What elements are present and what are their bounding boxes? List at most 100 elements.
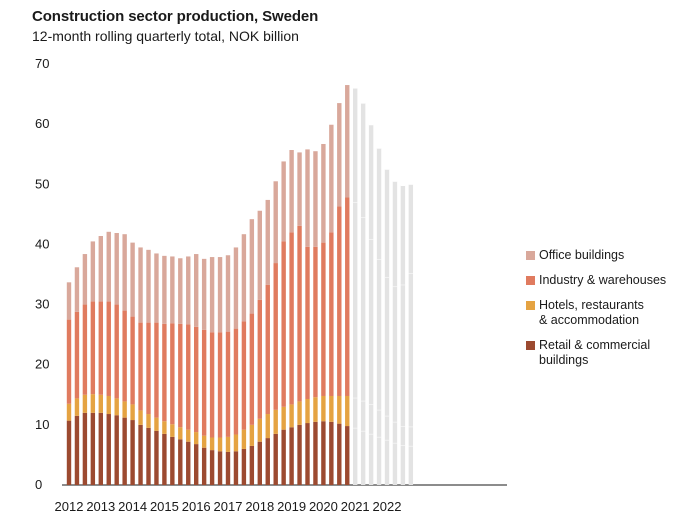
bar-segment-industry: [241, 321, 247, 430]
bar-segment-retail: [297, 424, 302, 485]
bar-segment-industry: [233, 328, 239, 435]
bar-segment-industry: [337, 206, 342, 396]
bar-segment-industry: [146, 322, 151, 415]
bar-segment-office: [273, 181, 278, 264]
bar-segment-office: [106, 231, 111, 302]
bar-segment-office: [122, 234, 127, 311]
bar-segment-hotels: [106, 395, 111, 415]
bar-segment-hotels: [368, 404, 374, 434]
bar-segment-retail: [162, 433, 167, 485]
bar-segment-office: [392, 181, 398, 287]
bar-segment-industry: [138, 322, 143, 411]
bar-segment-retail: [217, 451, 223, 485]
forecast-segment-separator: [360, 102, 366, 104]
bar-segment-office: [289, 150, 294, 233]
bar-segment-industry: [281, 241, 286, 407]
x-tick-label: 2022: [373, 499, 402, 514]
bar-segment-hotels: [392, 421, 398, 443]
bar-segment-industry: [90, 301, 96, 395]
y-tick-label: 10: [35, 417, 49, 432]
bar-segment-retail: [225, 451, 231, 485]
forecast-segment-separator: [353, 87, 358, 89]
bar-segment-office: [408, 184, 414, 274]
y-tick-label: 60: [35, 116, 49, 131]
bar-segment-industry: [345, 197, 350, 396]
legend-item-hotels: Hotels, restaurants & accommodation: [526, 298, 686, 328]
bar-segment-retail: [74, 415, 80, 485]
bar-segment-retail: [186, 441, 191, 485]
bar-segment-hotels: [114, 398, 119, 416]
bar-segment-retail: [392, 442, 398, 485]
bar-segment-hotels: [178, 427, 183, 440]
bar-segment-retail: [82, 412, 88, 485]
forecast-segment-separator: [392, 180, 398, 182]
bar-segment-industry: [321, 242, 326, 396]
bar-segment-hotels: [162, 421, 167, 434]
bar-segment-industry: [170, 323, 175, 425]
forecast-segment-separator: [353, 201, 358, 203]
bar-segment-industry: [201, 329, 207, 436]
bar-segment-industry: [257, 299, 262, 419]
legend-label-office: Office buildings: [539, 248, 625, 262]
bar-segment-hotels: [130, 404, 135, 421]
bar-segment-industry: [114, 304, 119, 399]
bar-segment-office: [353, 88, 358, 203]
bar-segment-industry: [130, 316, 135, 405]
y-tick-label: 40: [35, 236, 49, 251]
forecast-segment-separator: [408, 426, 414, 428]
bar-segment-office: [225, 255, 231, 332]
bar-segment-industry: [329, 232, 334, 396]
bar-segment-hotels: [82, 394, 88, 413]
legend-swatch-industry: [526, 276, 535, 285]
bar-segment-office: [90, 241, 96, 302]
y-tick-label: 0: [35, 477, 42, 492]
bar-segment-office: [321, 143, 326, 243]
bar-segment-retail: [122, 417, 127, 485]
bar-segment-office: [138, 247, 143, 323]
bar-segment-industry: [289, 232, 294, 405]
bar-segment-retail: [337, 423, 342, 485]
bar-segment-office: [146, 249, 151, 323]
bar-segment-hotels: [209, 437, 215, 451]
bar-segment-office: [297, 152, 302, 226]
bar-segment-industry: [178, 323, 183, 428]
bar-segment-office: [82, 254, 88, 305]
bar-segment-office: [313, 151, 318, 247]
bar-segment-hotels: [305, 399, 310, 424]
bar-segment-hotels: [345, 395, 350, 427]
bar-segment-hotels: [321, 395, 326, 422]
bar-segment-office: [281, 161, 286, 242]
bar-segment-industry: [106, 301, 111, 396]
bar-segment-office: [217, 257, 223, 333]
bar-segment-hotels: [201, 435, 207, 448]
x-tick-label: 2021: [341, 499, 370, 514]
bar-segment-industry: [217, 332, 223, 438]
legend-item-retail: Retail & commercial buildings: [526, 338, 686, 368]
bar-segment-office: [345, 85, 350, 198]
bar-segment-office: [257, 210, 262, 300]
bar-segment-hotels: [170, 424, 175, 437]
bar-segment-office: [384, 169, 390, 278]
bar-segment-industry: [162, 323, 167, 422]
bar-segment-industry: [313, 246, 318, 398]
bar-segment-hotels: [90, 394, 96, 413]
bar-segment-industry: [82, 304, 88, 395]
bar-segment-hotels: [146, 414, 151, 428]
forecast-segment-separator: [376, 147, 382, 149]
bar-segment-hotels: [217, 437, 223, 452]
y-tick-label: 30: [35, 297, 49, 312]
bar-segment-retail: [257, 441, 262, 485]
x-tick-label: 2020: [309, 499, 338, 514]
bar-segment-office: [162, 255, 167, 324]
bar-segment-retail: [281, 429, 286, 485]
bar-segment-hotels: [273, 409, 278, 434]
bar-segment-retail: [90, 412, 96, 485]
bar-segment-office: [154, 253, 159, 323]
bar-segment-retail: [178, 439, 183, 485]
bar-segment-retail: [400, 445, 406, 485]
bar-segment-retail: [305, 423, 310, 485]
forecast-segment-separator: [408, 183, 414, 185]
legend-label-hotels: Hotels, restaurants & accommodation: [539, 298, 644, 327]
bar-segment-hotels: [257, 418, 262, 442]
